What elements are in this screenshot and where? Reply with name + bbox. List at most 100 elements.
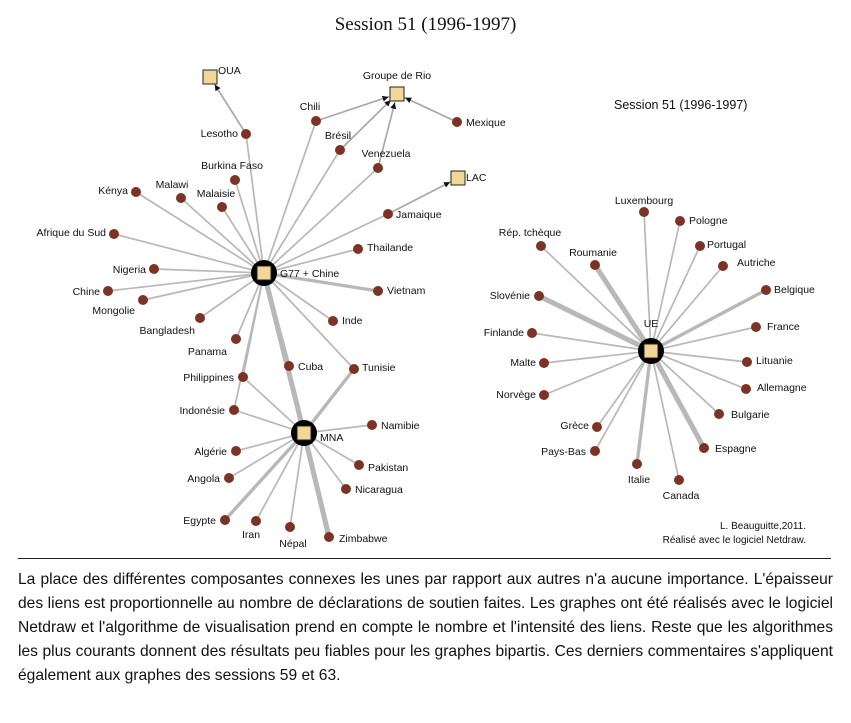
node-pays-bas[interactable]: Pays-Bas [541,446,600,458]
node-nepal[interactable]: Népal [279,522,307,550]
node-canada[interactable]: Canada [663,475,700,502]
node-mongolie[interactable]: Mongolie [92,295,148,317]
edge-indonesie-g77 [233,283,263,411]
node-rep-tcheque[interactable]: Rép. tchèque [499,227,562,251]
node-italie[interactable]: Italie [628,459,650,486]
node-label: Iran [242,529,260,541]
node-g77-chine[interactable]: G77 + Chine [256,265,339,281]
node-thailande[interactable]: Thailande [353,242,413,254]
edge-jamaique-g77 [273,213,389,269]
node-indonesie[interactable]: Indonésie [179,405,239,417]
country-dot-marker [335,145,345,155]
node-egypte[interactable]: Egypte [183,515,230,527]
node-inde[interactable]: Inde [328,315,363,327]
group-square-marker [389,86,405,102]
edge-cuba-mna [288,365,303,423]
node-angola[interactable]: Angola [187,473,234,485]
country-dot-marker [761,285,771,295]
edge-grece-ue [596,359,645,428]
node-lituanie[interactable]: Lituanie [742,355,793,367]
node-norvege[interactable]: Norvège [496,389,549,401]
node-jamaique[interactable]: Jamaique [383,209,442,221]
group-square-marker [450,170,466,186]
node-vietnam[interactable]: Vietnam [373,285,426,297]
node-chili[interactable]: Chili [300,101,321,126]
edge-afsud-g77 [113,233,254,271]
country-dot-marker [103,286,113,296]
node-bulgarie[interactable]: Bulgarie [714,409,770,421]
country-dot-marker [539,358,549,368]
node-panama[interactable]: Panama [188,334,241,358]
node-burkina-faso[interactable]: Burkina Faso [201,160,263,185]
node-label: Népal [279,538,306,550]
node-label: Finlande [484,327,524,339]
node-luxembourg[interactable]: Luxembourg [615,195,674,217]
node-kenya[interactable]: Kénya [98,185,141,197]
node-autriche[interactable]: Autriche [718,257,776,271]
node-label: Thailande [367,242,413,254]
node-namibie[interactable]: Namibie [367,420,420,432]
country-dot-marker [217,202,227,212]
country-dot-marker [742,357,752,367]
node-label: Lesotho [201,128,239,140]
node-bangladesh[interactable]: Bangladesh [140,313,205,337]
edge-chine-g77 [107,273,253,292]
node-portugal[interactable]: Portugal [695,239,746,251]
node-chine[interactable]: Chine [73,286,113,298]
node-nicaragua[interactable]: Nicaragua [341,484,403,496]
node-label: Inde [342,315,363,327]
node-mna[interactable]: MNA [296,425,343,444]
node-nigeria[interactable]: Nigeria [113,264,159,276]
country-dot-marker [229,405,239,415]
node-tunisie[interactable]: Tunisie [349,362,396,374]
country-dot-marker [741,384,751,394]
node-belgique[interactable]: Belgique [761,284,815,296]
node-lac[interactable]: LAC [450,170,487,186]
node-cuba[interactable]: Cuba [284,361,323,373]
node-label: Chili [300,101,320,113]
node-label: Indonésie [179,405,225,417]
node-iran[interactable]: Iran [242,516,261,541]
node-zimbabwe[interactable]: Zimbabwe [324,532,388,545]
edge-canada-ue [652,361,680,481]
node-label: Espagne [715,443,757,455]
node-label: Namibie [381,420,420,432]
node-grece[interactable]: Grèce [560,420,602,432]
node-label: France [767,321,800,333]
node-label: Brésil [325,130,351,142]
country-dot-marker [149,264,159,274]
node-france[interactable]: France [751,321,800,333]
node-finlande[interactable]: Finlande [484,327,537,339]
node-espagne[interactable]: Espagne [699,443,757,455]
country-dot-marker [373,163,383,173]
node-lesotho[interactable]: Lesotho [201,128,251,140]
node-ue[interactable]: UE [643,318,659,359]
node-bresil[interactable]: Brésil [325,130,351,155]
network-graph: G77 + Chine MNA UE OUA Groupe de Rio LAC Lesot… [37,65,815,550]
node-malaisie[interactable]: Malaisie [197,188,236,212]
node-malte[interactable]: Malte [510,357,549,369]
node-afrique-du-sud[interactable]: Afrique du Sud [37,227,119,239]
node-philippines[interactable]: Philippines [183,372,248,384]
node-label: Malaisie [197,188,236,200]
edge-espagne-ue [654,358,707,451]
node-pologne[interactable]: Pologne [675,215,728,227]
node-groupe-de-rio[interactable]: Groupe de Rio [363,70,431,102]
country-dot-marker [751,322,761,332]
node-algerie[interactable]: Algérie [194,446,241,458]
country-dot-marker [590,260,600,270]
country-dot-marker [231,334,241,344]
country-dot-marker [341,484,351,494]
group-square-marker [643,343,659,359]
node-malawi[interactable]: Malawi [156,179,189,203]
node-venezuela[interactable]: Venezuela [361,148,411,173]
node-roumanie[interactable]: Roumanie [569,247,617,270]
node-pakistan[interactable]: Pakistan [354,460,408,474]
node-allemagne[interactable]: Allemagne [741,382,807,394]
node-mexique[interactable]: Mexique [452,117,506,129]
node-oua[interactable]: OUA [202,65,241,85]
country-dot-marker [383,209,393,219]
node-label: Luxembourg [615,195,674,207]
node-label: Italie [628,474,650,486]
node-slovenie[interactable]: Slovénie [490,290,544,302]
